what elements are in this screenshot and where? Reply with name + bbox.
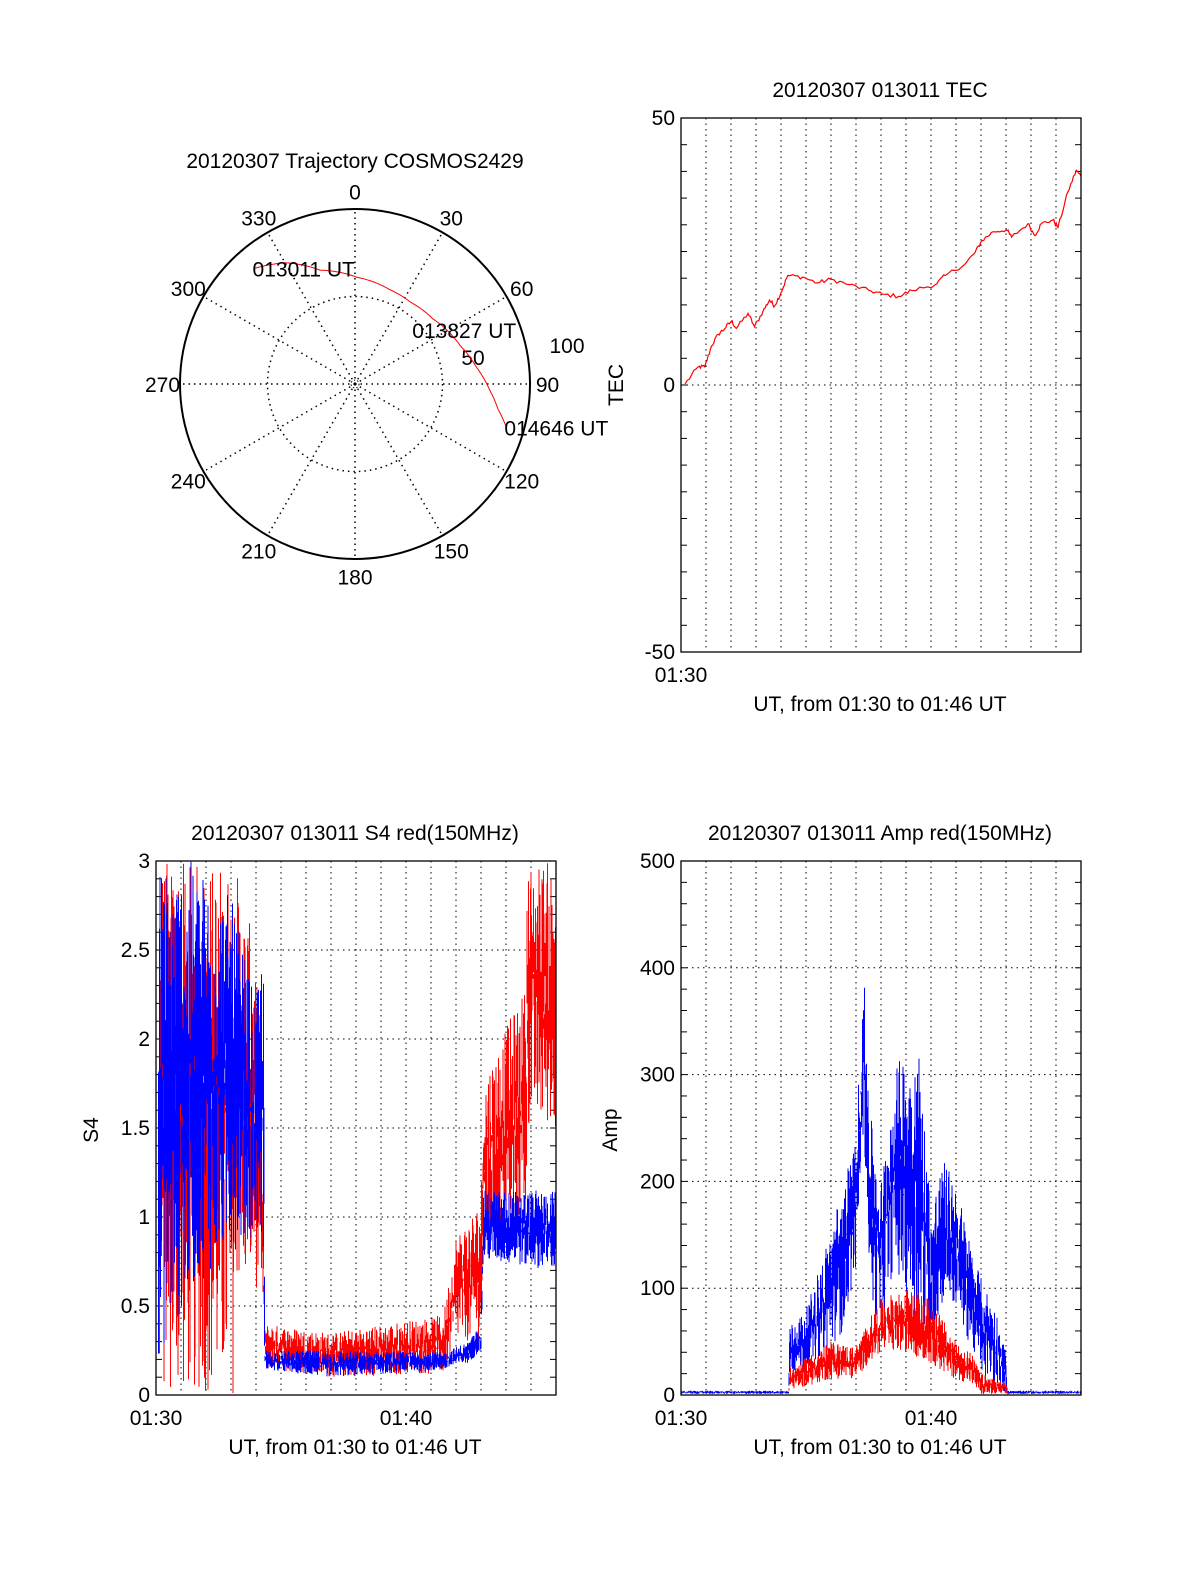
tec-ytick-label: -50 — [645, 641, 675, 664]
s4-title: 20120307 013011 S4 red(150MHz) — [191, 822, 519, 845]
tec-xlabel: UT, from 01:30 to 01:46 UT — [753, 693, 1006, 716]
amp-ytick-label: 100 — [640, 1277, 675, 1300]
annotation-mid-time: 013827 UT — [412, 320, 516, 343]
amp-ytick-label: 300 — [640, 1064, 675, 1087]
tec-ylabel: TEC — [605, 364, 628, 406]
s4-plot: 20120307 013011 S4 red(150MHz) UT, from … — [80, 822, 557, 1459]
amp-ytick-label: 0 — [663, 1384, 675, 1407]
amp-grid — [681, 860, 1081, 1396]
polar-grid — [180, 209, 530, 559]
polar-angle-label: 210 — [241, 541, 276, 564]
amp-xtick-label: 01:30 — [655, 1407, 708, 1430]
polar-angle-label: 240 — [171, 470, 206, 493]
amp-series-red — [788, 1289, 1009, 1395]
tec-plot: 20120307 013011 TEC UT, from 01:30 to 01… — [605, 79, 1082, 716]
polar-inner-circle — [266, 295, 444, 473]
polar-spoke — [203, 383, 356, 473]
annotation-end-time: 014646 UT — [504, 417, 608, 440]
radial-label-50: 50 — [461, 347, 484, 370]
polar-angle-label: 300 — [171, 278, 206, 301]
amp-ytick-label: 200 — [640, 1170, 675, 1193]
s4-xlabel: UT, from 01:30 to 01:46 UT — [228, 1436, 481, 1459]
tec-grid — [681, 117, 1081, 653]
s4-ytick-label: 3 — [138, 850, 150, 873]
amp-title: 20120307 013011 Amp red(150MHz) — [708, 822, 1052, 845]
polar-title: 20120307 Trajectory COSMOS2429 — [186, 150, 523, 173]
polar-angle-labels: 0 30 60 90 120 150 180 210 240 270 300 330 — [145, 182, 559, 590]
tec-ytick-label: 0 — [663, 374, 675, 397]
s4-ytick-label: 1 — [138, 1206, 150, 1229]
tec-data — [684, 169, 1081, 385]
trajectory-polar-plot: 20120307 Trajectory COSMOS2429 0 30 60 90 12… — [145, 150, 608, 590]
amp-plot-frame — [680, 860, 1082, 1396]
polar-outer-circle — [179, 208, 531, 560]
amp-xlabel: UT, from 01:30 to 01:46 UT — [753, 1436, 1006, 1459]
polar-center-circle — [350, 379, 360, 389]
s4-ytick-label: 0.5 — [121, 1295, 150, 1318]
s4-data — [158, 861, 556, 1394]
s4-xtick-label: 01:40 — [380, 1407, 433, 1430]
polar-angle-label: 270 — [145, 374, 180, 397]
amp-ytick-label: 500 — [640, 850, 675, 873]
amp-series-blue — [681, 987, 1081, 1394]
amp-ylabel: Amp — [599, 1108, 622, 1151]
s4-ytick-label: 1.5 — [121, 1117, 150, 1140]
s4-ylabel: S4 — [80, 1117, 103, 1143]
polar-spoke — [354, 383, 444, 536]
tec-series-TEC — [684, 169, 1081, 385]
annotation-start-time: 013011 UT — [253, 258, 356, 281]
s4-series-red — [158, 863, 556, 1394]
polar-angle-label: 30 — [440, 207, 463, 230]
tec-xtick-label: 01:30 — [655, 664, 708, 687]
polar-angle-label: 60 — [510, 278, 533, 301]
tec-ytick-label: 50 — [652, 107, 675, 130]
polar-spoke — [354, 383, 507, 473]
tec-plot-frame — [680, 117, 1082, 653]
polar-angle-label: 330 — [241, 207, 276, 230]
s4-ytick-label: 0 — [138, 1384, 150, 1407]
s4-ytick-label: 2 — [138, 1028, 150, 1051]
tec-title: 20120307 013011 TEC — [772, 79, 987, 102]
trajectory-line — [254, 262, 507, 428]
polar-angle-label: 150 — [434, 541, 469, 564]
polar-angle-label: 180 — [337, 567, 372, 590]
polar-spoke — [266, 232, 356, 385]
polar-angle-label: 0 — [349, 182, 361, 205]
s4-series-blue — [158, 861, 556, 1377]
amp-xtick-label: 01:40 — [905, 1407, 958, 1430]
s4-plot-frame — [155, 860, 557, 1396]
amp-ytick-label: 400 — [640, 957, 675, 980]
polar-angle-label: 120 — [504, 470, 539, 493]
amp-data — [681, 987, 1081, 1395]
polar-angle-label: 90 — [536, 374, 559, 397]
amp-plot: 20120307 013011 Amp red(150MHz) UT, from… — [599, 822, 1082, 1459]
s4-ytick-label: 2.5 — [121, 939, 150, 962]
s4-xtick-label: 01:30 — [130, 1407, 183, 1430]
radial-label-100: 100 — [549, 335, 584, 358]
polar-spoke — [266, 383, 356, 536]
